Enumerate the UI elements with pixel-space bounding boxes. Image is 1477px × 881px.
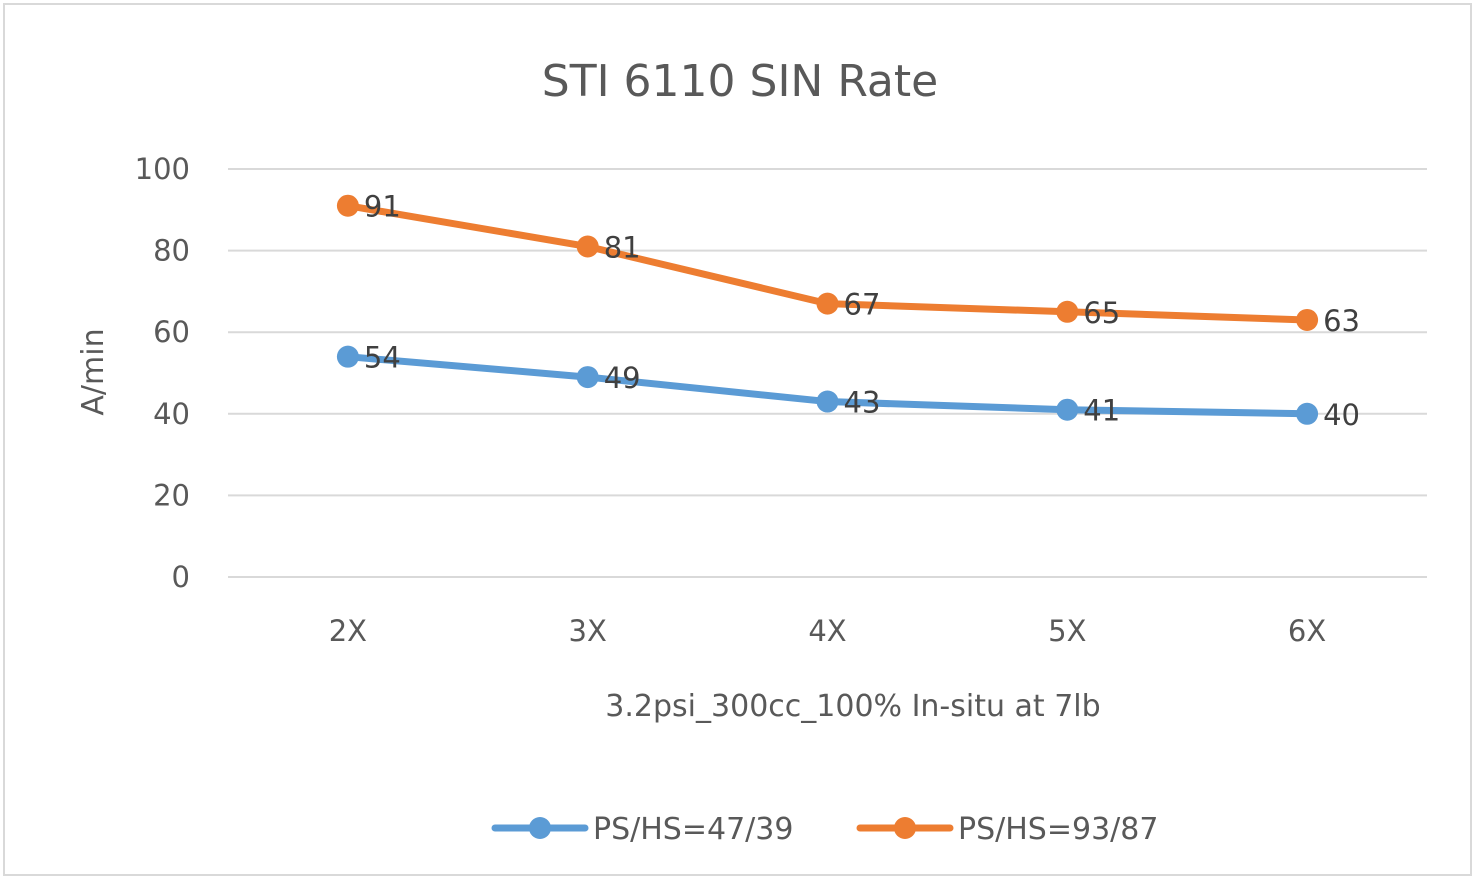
- data-point: [1056, 300, 1079, 323]
- data-point: [336, 345, 359, 368]
- x-tick-label: 5X: [1048, 614, 1086, 648]
- x-tick-label: 6X: [1288, 614, 1326, 648]
- y-axis-title: A/min: [76, 328, 111, 415]
- gridlines: [228, 168, 1427, 578]
- y-axis-ticks: 0 20 40 60 80 100: [135, 152, 190, 594]
- data-point: [576, 235, 599, 258]
- data-label: 40: [1323, 398, 1360, 432]
- x-axis-ticks: 2X 3X 4X 5X 6X: [329, 614, 1327, 648]
- series-1: 54 49 43 41 40: [336, 341, 1360, 432]
- y-tick-label: 0: [172, 560, 190, 594]
- data-point: [1056, 398, 1079, 421]
- y-tick-label: 20: [153, 478, 190, 512]
- data-point: [336, 194, 359, 217]
- legend: PS/HS=47/39 PS/HS=93/87: [491, 812, 1158, 847]
- data-label: 81: [604, 231, 641, 265]
- data-label: 43: [844, 386, 881, 420]
- x-tick-label: 3X: [569, 614, 607, 648]
- legend-marker: [894, 817, 916, 839]
- data-point: [1296, 402, 1319, 425]
- data-label: 49: [604, 361, 641, 395]
- data-point: [816, 292, 839, 315]
- y-tick-label: 60: [153, 315, 190, 349]
- y-tick-label: 40: [153, 397, 190, 431]
- data-point: [576, 366, 599, 389]
- data-label: 65: [1083, 296, 1120, 330]
- data-label: 63: [1323, 304, 1360, 338]
- x-tick-label: 2X: [329, 614, 367, 648]
- x-tick-label: 4X: [808, 614, 846, 648]
- legend-item: PS/HS=47/39: [491, 812, 793, 847]
- series-layer: 54 49 43 41 40 91 81 67 65 63: [336, 190, 1360, 432]
- chart-frame: [3, 3, 1472, 876]
- data-point: [816, 390, 839, 413]
- y-tick-label: 100: [135, 152, 190, 186]
- legend-item: PS/HS=93/87: [856, 812, 1158, 847]
- legend-marker: [529, 817, 551, 839]
- data-label: 41: [1083, 394, 1120, 428]
- legend-label: PS/HS=93/87: [958, 812, 1158, 847]
- data-label: 54: [364, 341, 401, 375]
- data-point: [1296, 308, 1319, 331]
- chart-title: STI 6110 SIN Rate: [542, 56, 938, 107]
- data-label: 91: [364, 190, 401, 224]
- y-tick-label: 80: [153, 234, 190, 268]
- series-2: 91 81 67 65 63: [336, 190, 1360, 338]
- legend-label: PS/HS=47/39: [593, 812, 793, 847]
- x-axis-title: 3.2psi_300cc_100% In-situ at 7lb: [605, 689, 1100, 724]
- data-label: 67: [844, 288, 881, 322]
